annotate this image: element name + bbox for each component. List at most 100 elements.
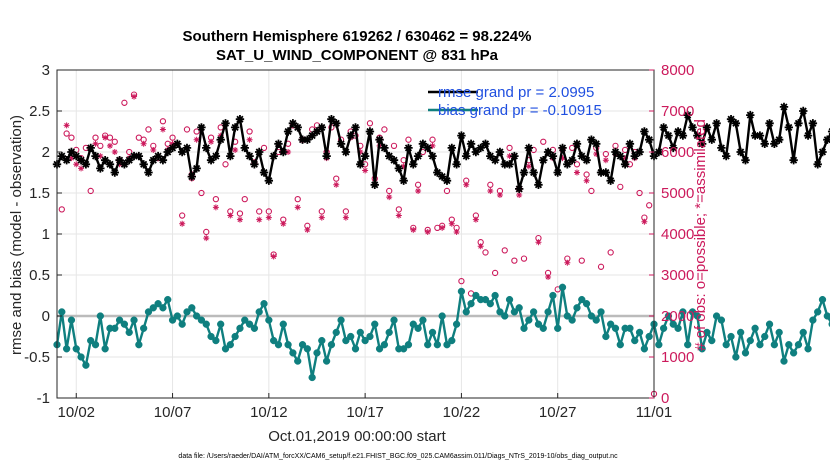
bias-point bbox=[149, 304, 157, 312]
rmse-point bbox=[153, 151, 163, 161]
obs-assimilated-point bbox=[131, 93, 138, 100]
rmse-series bbox=[52, 102, 830, 194]
bias-point bbox=[245, 320, 254, 328]
y-right-tick-label: 2000 bbox=[661, 308, 694, 325]
bias-point bbox=[558, 283, 567, 291]
obs-possible-point bbox=[429, 136, 436, 143]
rmse-point bbox=[592, 139, 601, 148]
obs-possible-point bbox=[443, 187, 451, 195]
obs-possible-point bbox=[617, 183, 624, 190]
obs-assimilated-point bbox=[453, 228, 460, 235]
obs-assimilated-point bbox=[97, 153, 104, 160]
y-right-tick-label: 0 bbox=[661, 390, 669, 407]
bias-point bbox=[452, 320, 461, 328]
obs-assimilated-point bbox=[415, 187, 422, 194]
obs-possible-point bbox=[63, 130, 70, 137]
x-tick-label: 10/07 bbox=[154, 404, 192, 421]
rmse-point bbox=[736, 147, 745, 157]
rmse-point bbox=[693, 131, 702, 140]
bias-point bbox=[308, 373, 316, 382]
obs-possible-point bbox=[395, 206, 402, 213]
bias-point bbox=[241, 316, 249, 324]
rmse-point bbox=[746, 110, 755, 120]
legend-rmse-label: rmse grand pr = 2.0995 bbox=[438, 84, 594, 101]
rmse-point bbox=[466, 139, 476, 148]
obs-assimilated-point bbox=[232, 146, 239, 153]
obs-possible-point bbox=[342, 208, 350, 215]
obs-possible-point bbox=[511, 257, 518, 264]
rmse-point bbox=[269, 151, 278, 161]
bias-point bbox=[366, 332, 374, 341]
bias-point bbox=[347, 332, 355, 341]
rmse-point bbox=[394, 164, 404, 173]
bias-point bbox=[438, 312, 446, 320]
bias-point bbox=[62, 345, 71, 353]
obs-assimilated-point bbox=[439, 224, 446, 231]
obs-possible-point bbox=[491, 269, 499, 277]
bias-point bbox=[120, 320, 129, 328]
rmse-point bbox=[572, 139, 582, 148]
obs-possible-point bbox=[583, 171, 590, 178]
obs-assimilated-point bbox=[535, 239, 542, 246]
rmse-point bbox=[577, 151, 586, 161]
y-right-tick-label: 6000 bbox=[661, 144, 694, 161]
rmse-point bbox=[211, 151, 221, 161]
rmse-point bbox=[476, 143, 485, 153]
bias-point bbox=[578, 295, 586, 304]
bias-point bbox=[486, 300, 494, 308]
obs-assimilated-point bbox=[448, 220, 455, 227]
rmse-point bbox=[72, 151, 81, 161]
obs-assimilated-point bbox=[487, 187, 494, 194]
obs-possible-point bbox=[159, 118, 167, 125]
bias-point bbox=[168, 316, 177, 324]
chart-subtitle: SAT_U_WIND_COMPONENT @ 831 hPa bbox=[216, 47, 499, 64]
rmse-point bbox=[389, 156, 399, 165]
y-right-tick-label: 3000 bbox=[661, 267, 694, 284]
rmse-point bbox=[192, 164, 201, 173]
obs-assimilated-point bbox=[593, 151, 600, 158]
rmse-point bbox=[274, 139, 283, 148]
rmse-point bbox=[67, 147, 76, 157]
obs-assimilated-point bbox=[545, 274, 552, 281]
rmse-point bbox=[139, 160, 148, 169]
rmse-point bbox=[187, 172, 197, 181]
rmse-point bbox=[293, 123, 302, 132]
bias-point bbox=[443, 341, 451, 349]
obs-possible-point bbox=[246, 128, 253, 135]
rmse-point bbox=[303, 135, 312, 144]
y-left-tick-label: 0.5 bbox=[29, 267, 50, 284]
bias-point bbox=[727, 332, 735, 341]
rmse-point bbox=[789, 156, 798, 165]
bias-point bbox=[111, 324, 119, 332]
rmse-point bbox=[375, 135, 384, 144]
bias-point bbox=[693, 312, 701, 320]
rmse-point bbox=[385, 151, 394, 161]
rmse-point bbox=[404, 143, 413, 153]
bias-point bbox=[765, 320, 774, 328]
rmse-point bbox=[606, 176, 615, 185]
bias-point bbox=[424, 341, 432, 349]
rmse-point bbox=[336, 139, 346, 148]
obs-assimilated-point bbox=[342, 214, 349, 221]
rmse-point bbox=[697, 139, 707, 148]
bias-point bbox=[188, 304, 196, 312]
bias-point bbox=[645, 332, 653, 341]
obs-assimilated-point bbox=[256, 216, 263, 223]
bias-point bbox=[207, 332, 215, 341]
bias-point bbox=[322, 357, 331, 365]
rmse-point bbox=[486, 151, 495, 161]
bias-point bbox=[428, 328, 437, 337]
bias-point bbox=[404, 341, 413, 349]
rmse-point bbox=[582, 156, 591, 165]
bias-point bbox=[534, 320, 543, 328]
rmse-point bbox=[226, 151, 235, 161]
rmse-point bbox=[625, 139, 635, 148]
bias-point bbox=[525, 316, 533, 324]
rmse-point bbox=[356, 160, 365, 169]
rmse-point bbox=[567, 156, 577, 165]
obs-possible-point bbox=[236, 210, 244, 217]
bias-point bbox=[318, 336, 326, 345]
obs-assimilated-point bbox=[203, 235, 210, 242]
rmse-point bbox=[539, 156, 548, 165]
bias-point bbox=[140, 324, 148, 332]
